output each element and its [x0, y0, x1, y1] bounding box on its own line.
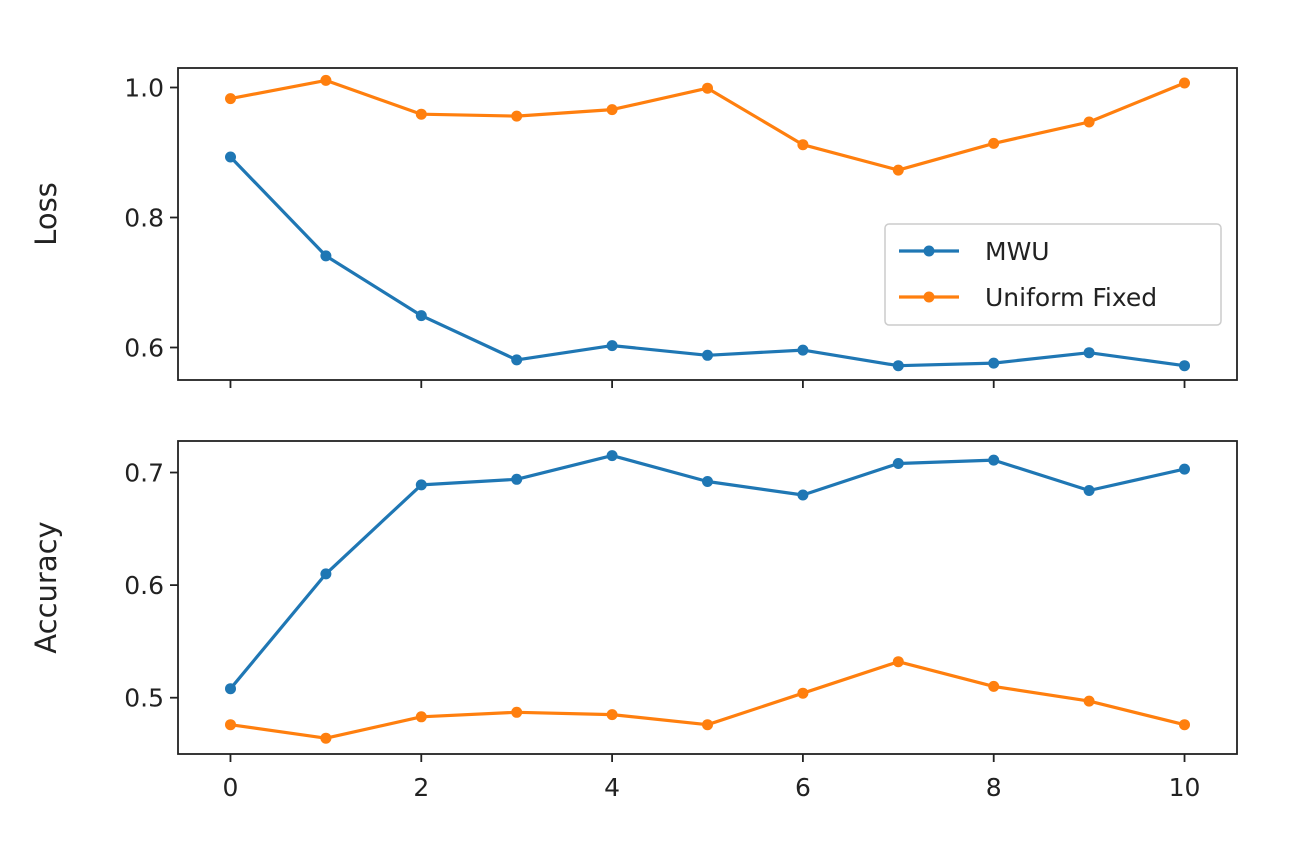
loss-uniform-fixed-line: [228, 78, 1187, 172]
accuracy-mwu-point: [892, 458, 904, 469]
accuracy-uniform-fixed-point: [1083, 695, 1095, 707]
accuracy-xtick-label: 0: [223, 773, 239, 802]
accuracy-xtick-label: 10: [1169, 773, 1201, 802]
loss-ylabel: Loss: [29, 182, 63, 246]
loss-mwu-point: [892, 360, 904, 372]
loss-uniform-fixed-point: [797, 139, 809, 151]
loss-mwu-point: [702, 349, 713, 361]
accuracy-mwu-point: [511, 473, 523, 485]
loss-mwu-point: [415, 310, 427, 322]
loss-ytick-label: 1.0: [124, 74, 164, 103]
loss-uniform-fixed-point: [892, 164, 904, 176]
loss-mwu-point: [511, 354, 523, 366]
loss-mwu-point: [797, 344, 809, 356]
loss-mwu-point: [225, 151, 236, 163]
accuracy-axes-frame: [177, 440, 1238, 755]
loss-mwu-point: [1083, 347, 1095, 359]
loss-axes-frame: [177, 67, 1238, 381]
legend-mwu-marker: [923, 245, 935, 257]
accuracy-uniform-fixed-point: [797, 687, 809, 699]
loss-mwu-point: [606, 340, 618, 352]
accuracy-mwu-point: [415, 479, 427, 491]
accuracy-mwu-point: [1083, 485, 1095, 496]
accuracy-mwu-point: [320, 568, 332, 580]
accuracy-xtick-label: 4: [604, 773, 620, 802]
accuracy-uniform-fixed-point: [606, 709, 618, 721]
loss-legend: MWU Uniform Fixed: [884, 223, 1222, 326]
loss-uniform-fixed-point: [225, 93, 236, 105]
accuracy-uniform-fixed-point: [511, 706, 523, 718]
accuracy-mwu-point: [1179, 463, 1190, 475]
accuracy-uniform-fixed-point: [988, 680, 1000, 692]
legend-uniform-fixed-marker: [923, 291, 935, 303]
accuracy-mwu-point: [797, 489, 809, 501]
legend-uniform-fixed-label: Uniform Fixed: [985, 283, 1157, 312]
loss-uniform-fixed-point: [511, 110, 523, 122]
accuracy-ytick-label: 0.6: [124, 571, 164, 600]
accuracy-mwu-point: [606, 450, 618, 462]
accuracy-uniform-fixed-point: [892, 656, 904, 668]
accuracy-ytick-label: 0.7: [124, 459, 164, 488]
loss-uniform-fixed-point: [988, 137, 1000, 149]
accuracy-uniform-fixed-point: [702, 719, 713, 731]
accuracy-mwu-point: [988, 454, 1000, 466]
legend-mwu-label: MWU: [985, 237, 1050, 266]
loss-uniform-fixed-point: [320, 74, 332, 86]
accuracy-uniform-fixed-point: [320, 732, 332, 744]
legend-box: [884, 223, 1222, 326]
accuracy-xtick-label: 6: [795, 773, 811, 802]
accuracy-ylabel: Accuracy: [29, 521, 63, 653]
loss-mwu-point: [320, 250, 332, 262]
loss-uniform-fixed-point: [415, 108, 427, 120]
accuracy-panel: 0.5 0.6 0.7 0 2 4 6 8 10 Accuracy: [29, 440, 1238, 802]
accuracy-ytick-label: 0.5: [124, 684, 164, 713]
accuracy-mwu-point: [225, 683, 236, 695]
accuracy-uniform-fixed-point: [1179, 719, 1190, 731]
loss-uniform-fixed-point: [606, 104, 618, 116]
loss-uniform-fixed-point: [702, 82, 713, 94]
loss-mwu-point: [1179, 360, 1190, 372]
loss-panel: 0.6 0.8 1.0 Loss MWU Uniform Fixed: [29, 67, 1238, 388]
accuracy-xtick-label: 8: [986, 773, 1002, 802]
accuracy-xtick-label: 2: [413, 773, 429, 802]
loss-mwu-point: [988, 357, 1000, 369]
accuracy-mwu-line: [228, 454, 1187, 691]
loss-ytick-label: 0.8: [124, 204, 164, 233]
loss-uniform-fixed-point: [1083, 116, 1095, 128]
accuracy-uniform-fixed-point: [415, 711, 427, 723]
loss-ytick-label: 0.6: [124, 334, 164, 363]
accuracy-uniform-fixed-point: [225, 719, 236, 731]
loss-uniform-fixed-point: [1179, 77, 1190, 89]
accuracy-mwu-point: [702, 476, 713, 487]
